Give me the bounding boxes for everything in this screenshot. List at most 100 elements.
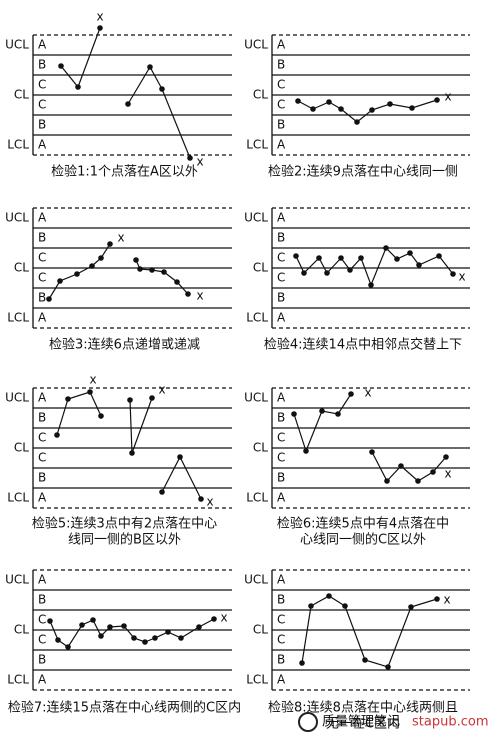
sketch-line [49, 618, 215, 648]
zone-label: A [277, 138, 286, 152]
sketch-point [174, 279, 180, 285]
sketch-point [161, 269, 167, 275]
sketch-point [415, 478, 421, 484]
limit-label: CL [14, 441, 29, 455]
zone-label: B [277, 291, 285, 305]
sketch-point [147, 64, 153, 70]
limit-label: LCL [246, 311, 268, 325]
limit-label: LCL [246, 491, 268, 505]
zone-label: B [277, 653, 285, 667]
sketch-point [129, 450, 135, 456]
sketch-point [384, 478, 390, 484]
sketch-point [338, 255, 344, 261]
zone-label: A [38, 491, 47, 505]
sketch-point [450, 271, 456, 277]
sketch-point [335, 411, 341, 417]
sketch-line [135, 259, 189, 295]
sketch-point [308, 603, 314, 609]
sketch-point [358, 255, 364, 261]
sketch-line [371, 451, 447, 483]
sketch-line [161, 455, 202, 500]
footer-logo: 质量管理笔记 [322, 714, 400, 730]
sketch-point [75, 84, 81, 90]
sketch-point [368, 282, 374, 288]
limit-label: UCL [244, 38, 268, 52]
marker: x [96, 10, 103, 24]
caption: 心线同一侧的C区以外 [300, 532, 426, 548]
sketch-point [97, 25, 103, 31]
zone-label: C [277, 613, 285, 627]
caption: 检验2:连续9点落在中心线同一侧 [268, 164, 458, 180]
sketch-point [187, 155, 193, 161]
sketch-point [434, 596, 440, 602]
zone-label: A [277, 673, 286, 687]
sketch-point [65, 396, 71, 402]
sketch-point [342, 603, 348, 609]
limit-label: UCL [5, 211, 29, 225]
zone-label: C [38, 613, 46, 627]
zone-label: B [277, 471, 285, 485]
sketch-point [46, 296, 52, 302]
sketch-point [47, 618, 53, 624]
sketch-point [338, 106, 344, 112]
limit-label: LCL [7, 138, 29, 152]
marker: x [444, 90, 451, 104]
marker: x [196, 155, 203, 169]
zone-label: A [38, 573, 47, 587]
caption: 检验8:连续8点落在中心线两侧且 [268, 700, 458, 716]
zone-label: B [38, 118, 46, 132]
zone-label: C [277, 78, 285, 92]
zone-label: B [38, 593, 46, 607]
sketch-point [348, 391, 354, 397]
zone-label: B [277, 411, 285, 425]
sketch-point [177, 454, 183, 460]
zone-label: B [38, 411, 46, 425]
marker: x [364, 386, 371, 400]
zone-label: B [277, 118, 285, 132]
sketch-point [87, 389, 93, 395]
sketch-line [48, 243, 111, 300]
zone-label: B [38, 231, 46, 245]
sketch-point [443, 454, 449, 460]
zone-label: A [277, 491, 286, 505]
limit-label: CL [14, 88, 29, 102]
sketch-point [416, 262, 422, 268]
sketch-line [295, 246, 454, 287]
sketch-point [149, 267, 155, 273]
limit-label: CL [253, 88, 268, 102]
sketch-point [107, 624, 113, 630]
caption: 检验1:1个点落在A区以外 [51, 164, 198, 180]
caption: 线同一侧的B区以外 [68, 532, 181, 548]
limit-label: UCL [5, 391, 29, 405]
sketch-point [211, 616, 217, 622]
footer-site: stapub.com [412, 715, 488, 730]
sketch-line [293, 393, 352, 453]
sketch-point [354, 119, 360, 125]
sketch-point [295, 98, 301, 104]
sketch-point [165, 629, 171, 635]
sketch-point [198, 496, 204, 502]
limit-label: UCL [244, 573, 268, 587]
zone-label: C [277, 451, 285, 465]
sketch-point [54, 432, 60, 438]
zone-label: A [38, 311, 47, 325]
zone-label: A [277, 211, 286, 225]
zone-label: B [38, 653, 46, 667]
zone-label: A [38, 673, 47, 687]
sketch-point [137, 266, 143, 272]
sketch-point [387, 101, 393, 107]
caption: 检验6:连续5点中有4点落在中 [277, 516, 449, 532]
sketch-line [129, 397, 153, 454]
marker: x [443, 593, 450, 607]
sketch-point [127, 397, 133, 403]
sketch-point [369, 449, 375, 455]
limit-label: CL [253, 623, 268, 637]
sketch-point [291, 411, 297, 417]
sketch-point [409, 105, 415, 111]
sketch-point [98, 255, 104, 261]
sketch-point [98, 633, 104, 639]
